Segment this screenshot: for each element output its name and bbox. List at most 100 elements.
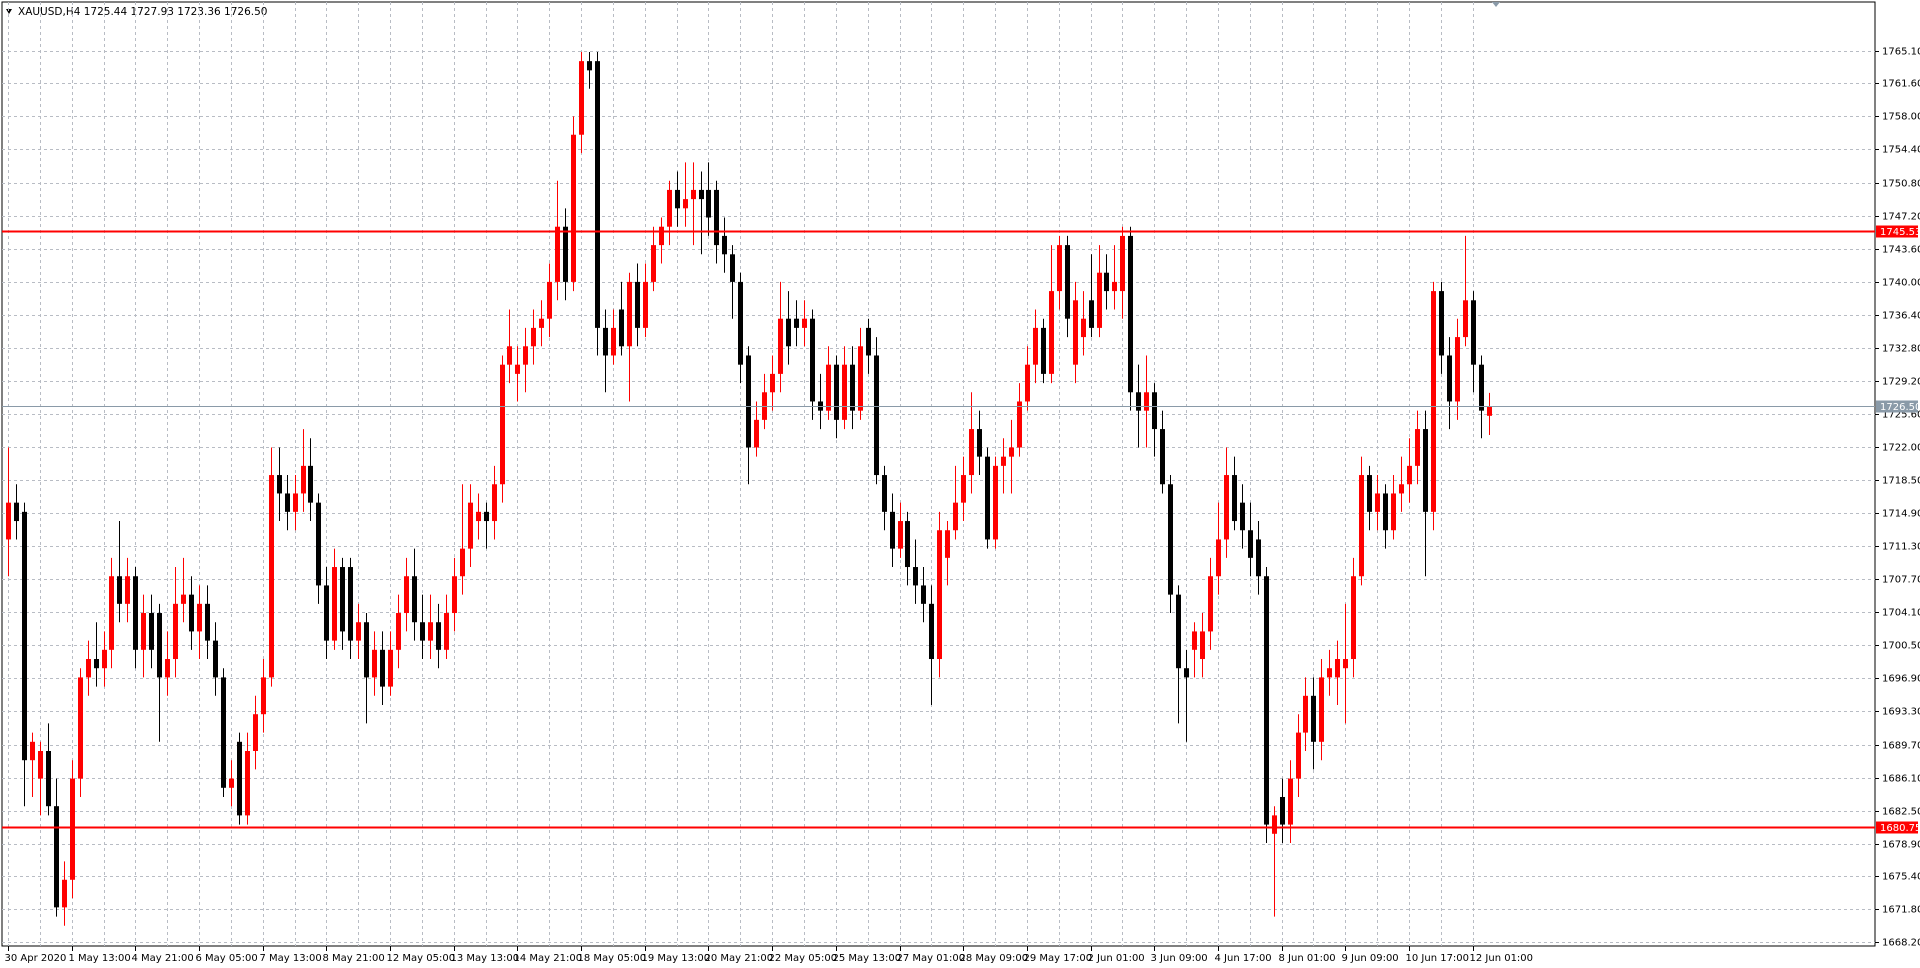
candle-body (898, 521, 903, 549)
candle-body (1415, 429, 1420, 466)
price-line-tag (1876, 225, 1918, 238)
candle-body (1009, 447, 1014, 457)
candle-body (1049, 291, 1054, 374)
y-tick-label: 1696.90 (1882, 674, 1920, 685)
candle-body (261, 677, 266, 715)
candle-body (675, 189, 680, 209)
candle-body (1025, 364, 1030, 402)
candle-body (468, 502, 473, 549)
candle-body (937, 530, 942, 660)
candle-body (460, 548, 465, 577)
candle-body (1112, 281, 1117, 292)
candle-body (643, 281, 648, 328)
candle-body (786, 318, 791, 347)
candle-body (1407, 465, 1412, 485)
y-tick-label: 1729.20 (1882, 377, 1920, 388)
candle-body (102, 649, 107, 669)
candle-body (866, 327, 871, 356)
candle-body (1041, 327, 1046, 374)
y-tick-label: 1761.60 (1882, 79, 1920, 90)
x-tick-label: 4 May 21:00 (132, 953, 194, 964)
candle-body (1192, 631, 1197, 650)
x-tick-label: 22 May 05:00 (769, 953, 838, 964)
candle-body (340, 567, 345, 632)
x-tick-label: 18 May 05:00 (578, 953, 647, 964)
x-tick-label: 19 May 13:00 (642, 953, 711, 964)
candle-body (1383, 493, 1388, 531)
candle-body (452, 576, 457, 614)
candle-body (1200, 631, 1205, 660)
candle-body (492, 484, 497, 522)
y-tick-label: 1722.00 (1882, 443, 1920, 454)
candle-body (173, 603, 178, 660)
candle-body (125, 576, 130, 604)
y-tick-label: 1707.70 (1882, 575, 1920, 586)
candle-body (1399, 484, 1404, 494)
candle-body (810, 318, 815, 402)
candle-body (380, 649, 385, 687)
candle-body (921, 585, 926, 604)
candle-body (826, 364, 831, 411)
x-tick-label: 12 May 05:00 (387, 953, 456, 964)
candle-body (1367, 475, 1372, 512)
candle-body (547, 281, 552, 319)
candle-body (985, 456, 990, 540)
candle-body (507, 346, 512, 365)
candle-body (181, 594, 186, 604)
candle-body (667, 189, 672, 227)
candle-body (1311, 695, 1316, 742)
candle-body (308, 465, 313, 503)
candle-body (157, 613, 162, 678)
candle-body (627, 281, 632, 347)
candle-body (714, 189, 719, 246)
candle-body (277, 475, 282, 494)
candle-body (595, 61, 600, 328)
x-tick-label: 28 May 09:00 (960, 953, 1029, 964)
candle-body (1288, 778, 1293, 825)
candle-body (245, 751, 250, 816)
candle-body (316, 502, 321, 586)
candle-body (1089, 300, 1094, 328)
candle-body (14, 502, 19, 522)
candle-body (1184, 668, 1189, 678)
candle-body (1359, 475, 1364, 577)
candle-body (722, 235, 727, 255)
x-tick-label: 20 May 21:00 (705, 953, 774, 964)
candle-body (905, 521, 910, 568)
price-line-tag (1876, 400, 1918, 413)
candle-body (237, 741, 242, 816)
candle-body (1168, 484, 1173, 595)
y-tick-label: 1732.80 (1882, 344, 1920, 355)
x-tick-label: 30 Apr 2020 (5, 953, 67, 964)
candle-body (539, 318, 544, 328)
candle-body (205, 603, 210, 641)
x-tick-label: 27 May 01:00 (897, 953, 966, 964)
candle-body (1073, 300, 1078, 365)
title-arrow (6, 9, 12, 14)
y-tick-label: 1754.40 (1882, 145, 1920, 156)
candle-body (436, 622, 441, 650)
candle-body (1001, 456, 1006, 466)
candle-body (1463, 300, 1468, 338)
candle-body (1176, 594, 1181, 669)
candle-body (858, 346, 863, 411)
candle-body (332, 567, 337, 641)
y-tick-label: 1700.50 (1882, 641, 1920, 652)
candle-body (651, 245, 656, 282)
x-tick-label: 4 Jun 17:00 (1215, 953, 1272, 964)
candle-body (213, 640, 218, 678)
candle-body (579, 61, 584, 135)
candle-body (293, 493, 298, 512)
x-tick-label: 8 Jun 01:00 (1279, 953, 1336, 964)
candle-body (372, 649, 377, 678)
y-tick-label: 1671.80 (1882, 905, 1920, 916)
candle-body (961, 475, 966, 503)
candle-body (78, 677, 83, 779)
candle-body (778, 318, 783, 374)
candle-body (22, 511, 27, 761)
candle-body (635, 281, 640, 328)
candle-body (364, 622, 369, 678)
candle-body (1335, 659, 1340, 678)
candle-body (70, 778, 75, 880)
candle-body (706, 189, 711, 218)
